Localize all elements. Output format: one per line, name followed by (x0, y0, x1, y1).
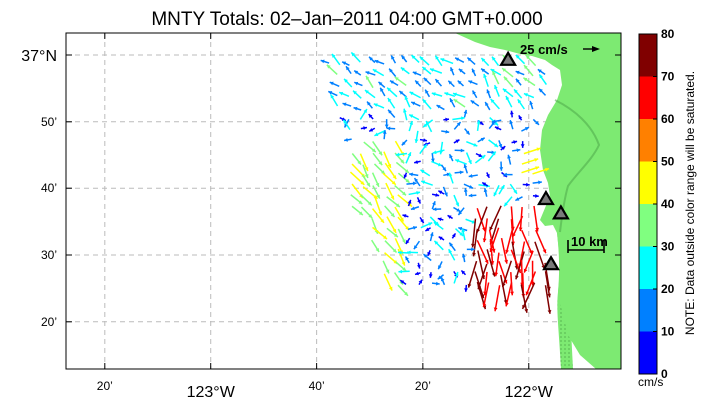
colorbar-tick-label: 30 (661, 240, 675, 254)
longitude-tick-label: 123°W (187, 384, 236, 401)
colorbar-note: NOTE: Data outside color range will be s… (683, 71, 697, 335)
colorbar-segment (639, 289, 657, 332)
latitude-labels: 37°N 50’ 40’ 30’ 20’ (21, 48, 57, 329)
latitude-tick-label: 40’ (41, 181, 57, 195)
map-title: MNTY Totals: 02–Jan–2011 04:00 GMT+0.000 (151, 9, 542, 30)
colorbar-tick-label: 70 (661, 70, 675, 84)
scale-bar: 10 km (568, 234, 608, 253)
latitude-tick-label: 30’ (41, 248, 57, 262)
colorbar-tick-label: 50 (661, 155, 675, 169)
longitude-tick-label: 122°W (505, 384, 554, 401)
colorbar-segment (639, 34, 657, 77)
latitude-tick-label: 20’ (41, 315, 57, 329)
scale-bar-label: 10 km (571, 234, 608, 249)
colorbar-segment (639, 332, 657, 375)
colorbar-segment (639, 119, 657, 162)
reference-arrow-label: 25 cm/s (520, 42, 568, 57)
colorbar-segment (639, 247, 657, 290)
colorbar-unit: cm/s (638, 375, 663, 389)
colorbar-tick-label: 80 (661, 27, 675, 41)
colorbar-tick-label: 20 (661, 282, 675, 296)
longitude-tick-label: 20’ (97, 379, 113, 393)
longitude-tick-label: 40’ (309, 379, 325, 393)
colorbar-tick-label: 10 (661, 325, 675, 339)
colorbar-segment (639, 204, 657, 247)
latitude-tick-label: 50’ (41, 115, 57, 129)
colorbar-segment (639, 162, 657, 205)
latitude-tick-label: 37°N (21, 48, 57, 65)
map-background (66, 33, 621, 369)
longitude-tick-label: 20’ (415, 379, 431, 393)
colorbar-segment (639, 77, 657, 120)
colorbar-tick-label: 60 (661, 112, 675, 126)
longitude-labels: 20’ 123°W 40’ 20’ 122°W (97, 379, 554, 401)
colorbar-tick-label: 40 (661, 197, 675, 211)
